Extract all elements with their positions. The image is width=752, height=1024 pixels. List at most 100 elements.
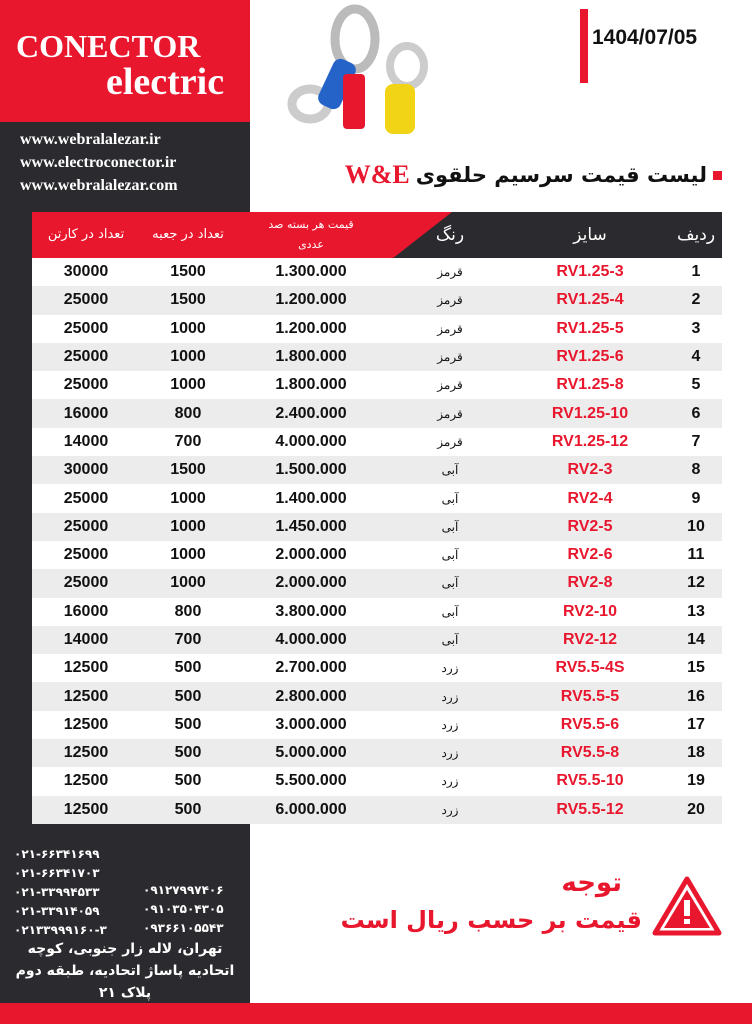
cell-row-number: 6 bbox=[691, 404, 701, 422]
cell-carton-qty: 25000 bbox=[63, 489, 109, 507]
cell-carton-qty: 14000 bbox=[63, 432, 109, 450]
table-body: 30000 1500 1.300.000 قرمز RV1.25-3 1 25000 1500… bbox=[32, 258, 722, 824]
cell-price: 5.500.000 bbox=[275, 772, 347, 790]
phone-number: ۰۲۱-۶۶۳۴۱۷۰۳ bbox=[14, 866, 100, 880]
cell-size: RV1.25-3 bbox=[556, 263, 624, 281]
table-row: 25000 1000 1.800.000 قرمز RV1.25-6 4 bbox=[32, 342, 722, 372]
cell-row-number: 18 bbox=[687, 744, 705, 762]
cell-row-number: 7 bbox=[691, 432, 701, 450]
cell-color: قرمز bbox=[437, 378, 463, 393]
bullet-square-icon bbox=[713, 170, 722, 180]
cell-box-qty: 1000 bbox=[170, 376, 206, 394]
cell-row-number: 5 bbox=[691, 376, 701, 394]
cell-size: RV5.5-10 bbox=[556, 772, 624, 790]
mobile-number: ۰۹۱۰۳۵۰۴۳۰۵ bbox=[143, 902, 224, 916]
cell-row-number: 13 bbox=[687, 602, 705, 620]
cell-price: 2.700.000 bbox=[275, 659, 347, 677]
table-row: 25000 1000 1.400.000 آبی RV2-4 9 bbox=[32, 484, 722, 513]
cell-size: RV2-8 bbox=[567, 574, 613, 592]
website-url[interactable]: www.electroconector.ir bbox=[20, 154, 177, 171]
cell-color: آبی bbox=[441, 519, 459, 534]
table-row: 12500 500 2.800.000 زرد RV5.5-5 16 bbox=[32, 682, 722, 711]
cell-box-qty: 1000 bbox=[170, 517, 206, 535]
date: 1404/07/05 bbox=[592, 26, 698, 49]
cell-size: RV5.5-4S bbox=[555, 659, 625, 677]
cell-box-qty: 800 bbox=[174, 404, 202, 422]
website-url[interactable]: www.webralalezar.ir bbox=[20, 131, 161, 148]
title-text: لیست قیمت سرسیم حلقوی bbox=[415, 163, 707, 187]
table-row: 30000 1500 1.500.000 آبی RV2-3 8 bbox=[32, 456, 722, 485]
cell-size: RV2-6 bbox=[567, 546, 613, 564]
cell-carton-qty: 16000 bbox=[63, 602, 109, 620]
cell-size: RV1.25-6 bbox=[556, 348, 624, 366]
cell-price: 1.300.000 bbox=[275, 263, 347, 281]
cell-price: 6.000.000 bbox=[275, 800, 347, 818]
cell-carton-qty: 30000 bbox=[63, 461, 109, 479]
website-url[interactable]: www.webralalezar.com bbox=[20, 177, 178, 194]
phone-number: ۰۲۱-۳۳۹۱۴۰۵۹ bbox=[14, 904, 100, 918]
cell-price: 3.800.000 bbox=[275, 602, 347, 620]
cell-carton-qty: 25000 bbox=[63, 376, 109, 394]
cell-color: زرد bbox=[441, 802, 459, 817]
cell-box-qty: 1500 bbox=[170, 461, 206, 479]
cell-carton-qty: 25000 bbox=[63, 517, 109, 535]
cell-price: 1.800.000 bbox=[275, 376, 347, 394]
cell-price: 1.400.000 bbox=[275, 489, 347, 507]
cell-size: RV1.25-10 bbox=[551, 404, 629, 422]
cell-size: RV5.5-8 bbox=[560, 744, 620, 762]
cell-box-qty: 1500 bbox=[170, 291, 206, 309]
cell-carton-qty: 25000 bbox=[63, 291, 109, 309]
header-color: رنگ bbox=[435, 225, 465, 245]
header-row: ردیف bbox=[676, 225, 716, 245]
table-row: 25000 1000 1.800.000 قرمز RV1.25-8 5 bbox=[32, 371, 722, 400]
table-row: 25000 1500 1.200.000 قرمز RV1.25-4 2 bbox=[32, 286, 722, 315]
header-size: سایز bbox=[573, 225, 607, 245]
price-table: تعداد در کارتن تعداد در جعبه قیمت هر بست… bbox=[32, 212, 722, 824]
cell-size: RV5.5-6 bbox=[560, 715, 620, 733]
cell-row-number: 19 bbox=[687, 772, 705, 790]
table-row: 12500 500 6.000.000 زرد RV5.5-12 20 bbox=[32, 795, 722, 824]
cell-row-number: 8 bbox=[691, 461, 701, 479]
price-note: توجه قیمت بر حسب ریال است bbox=[341, 868, 642, 934]
cell-price: 1.200.000 bbox=[275, 291, 347, 309]
cell-box-qty: 700 bbox=[174, 432, 202, 450]
cell-size: RV5.5-12 bbox=[556, 800, 624, 818]
cell-price: 1.200.000 bbox=[275, 319, 347, 337]
table-row: 25000 1000 1.200.000 قرمز RV1.25-5 3 bbox=[32, 314, 722, 343]
cell-carton-qty: 25000 bbox=[63, 348, 109, 366]
cell-color: زرد bbox=[441, 774, 459, 789]
cell-carton-qty: 25000 bbox=[63, 319, 109, 337]
cell-price: 2.800.000 bbox=[275, 687, 347, 705]
mobile-number: ۰۹۳۶۶۱۰۵۵۴۳ bbox=[143, 921, 224, 935]
cell-color: قرمز bbox=[437, 265, 463, 280]
cell-carton-qty: 16000 bbox=[63, 404, 109, 422]
cell-carton-qty: 12500 bbox=[63, 715, 109, 733]
cell-size: RV5.5-5 bbox=[560, 687, 620, 705]
cell-carton-qty: 12500 bbox=[63, 800, 109, 818]
cell-price: 2.400.000 bbox=[275, 404, 347, 422]
cell-color: آبی bbox=[441, 576, 459, 591]
cell-size: RV1.25-8 bbox=[556, 376, 624, 394]
cell-box-qty: 1000 bbox=[170, 319, 206, 337]
cell-color: آبی bbox=[441, 491, 459, 506]
cell-row-number: 10 bbox=[687, 517, 705, 535]
mobile-number: ۰۹۱۲۷۹۹۷۴۰۶ bbox=[143, 883, 224, 897]
cell-row-number: 16 bbox=[687, 687, 705, 705]
cell-price: 2.000.000 bbox=[275, 546, 347, 564]
table-row: 25000 1000 2.000.000 آبی RV2-8 12 bbox=[32, 569, 722, 598]
cell-color: قرمز bbox=[437, 293, 463, 308]
phone-number: ۰۲۱-۶۶۳۴۱۶۹۹ bbox=[14, 847, 100, 861]
cell-color: زرد bbox=[441, 746, 459, 761]
header-box: تعداد در جعبه bbox=[152, 227, 224, 242]
header-carton: تعداد در کارتن bbox=[47, 227, 125, 242]
cell-row-number: 15 bbox=[687, 659, 705, 677]
cell-carton-qty: 25000 bbox=[63, 546, 109, 564]
brand-logo: CONECTOR electric bbox=[0, 0, 250, 122]
table-row: 14000 700 4.000.000 آبی RV2-12 14 bbox=[32, 625, 722, 655]
cell-price: 4.000.000 bbox=[275, 631, 347, 648]
cell-box-qty: 500 bbox=[174, 715, 202, 733]
cell-box-qty: 500 bbox=[174, 772, 202, 790]
table-row: 14000 700 4.000.000 قرمز RV1.25-12 7 bbox=[32, 427, 722, 457]
cell-color: آبی bbox=[441, 548, 459, 563]
cell-box-qty: 1000 bbox=[170, 574, 206, 592]
